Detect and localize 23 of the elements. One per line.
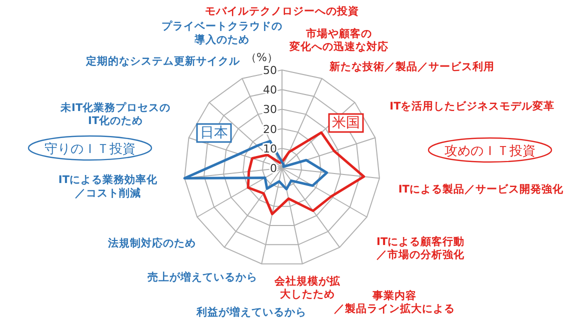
y-tick-label: 40: [263, 84, 277, 97]
series-label: 日本: [200, 125, 228, 141]
spoke-label: 市場や顧客の変化への迅速な対応: [288, 27, 388, 54]
text: 攻めのＩＴ投資: [444, 144, 536, 159]
y-tick-label: 0: [270, 162, 277, 175]
spoke-label: ITを活用したビジネスモデル変革: [390, 100, 555, 113]
spoke-label: ITによる製品／サービス開発強化: [398, 182, 564, 196]
spoke-label: 新たな技術／製品／サービス利用: [328, 60, 495, 73]
spoke-label: 法規制対応のため: [107, 236, 196, 250]
spoke-label: 利益が増えているから: [195, 305, 306, 318]
spoke-label: 定期的なシステム更新サイクル: [85, 54, 242, 68]
spoke-label: 売上が増えているから: [148, 270, 258, 284]
text: （%）: [246, 51, 278, 64]
y-tick-label: 50: [263, 64, 277, 77]
spoke-label: プライベートクラウドの導入のため: [161, 20, 282, 46]
y-tick-label: 20: [263, 122, 277, 136]
spoke-label: モバイルテクノロジーへの投資: [205, 4, 359, 18]
spoke-label: ITによる顧客行動／市場の分析強化: [376, 234, 466, 262]
spoke-label: 未IT化業務プロセスのIT化のため: [60, 100, 171, 127]
y-tick-label: 30: [263, 103, 277, 116]
series-label: 米国: [332, 115, 360, 131]
text: 守りのＩＴ投資: [44, 142, 136, 157]
spoke-label: ITによる業務効率化／コスト削減: [58, 173, 158, 200]
